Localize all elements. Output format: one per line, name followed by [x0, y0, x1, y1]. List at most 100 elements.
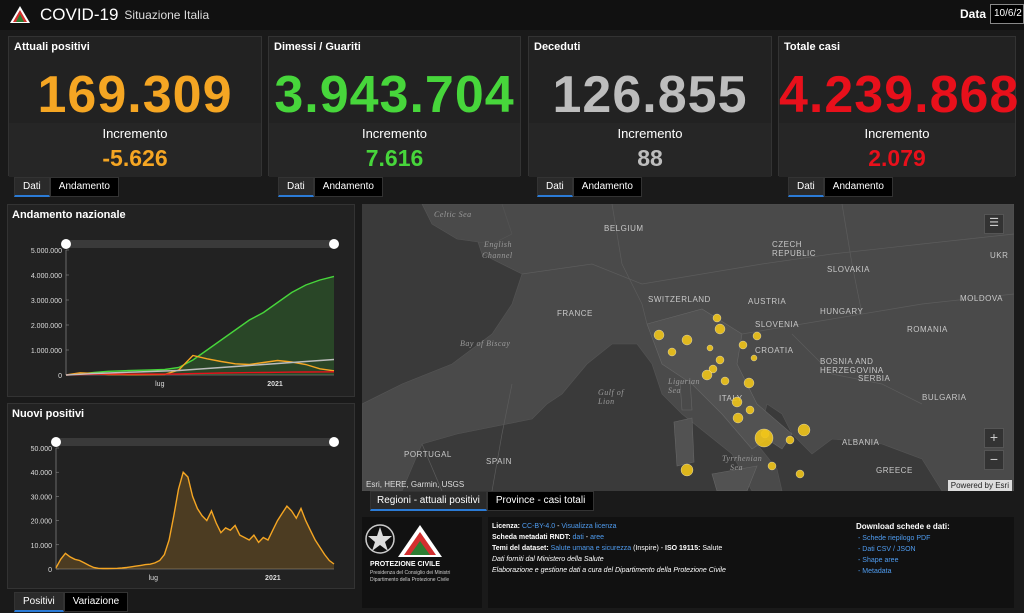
scheda-dati-link[interactable]: dati	[572, 534, 584, 541]
y-tick-label: 0	[48, 567, 52, 574]
tab-andamento[interactable]: Andamento	[313, 177, 383, 197]
iso-value: Salute	[700, 545, 723, 552]
map-label: AUSTRIA	[748, 297, 787, 306]
tab-dati[interactable]: Dati	[278, 177, 314, 197]
y-tick-label: 3.000.000	[31, 298, 62, 305]
card-tabs-totale: Dati Andamento	[788, 177, 893, 197]
series-line	[65, 358, 335, 376]
x-tick-label: 2021	[267, 381, 283, 388]
x-tick-label: lug	[155, 381, 164, 388]
map-label: BOSNIA AND	[820, 357, 874, 366]
map-label: Sea	[668, 386, 682, 395]
footer-logos: PROTEZIONE CIVILE Presidenza del Consigl…	[362, 517, 482, 608]
download-metadata-link[interactable]: - Metadata	[858, 568, 892, 575]
zoom-out-button[interactable]: −	[984, 450, 1004, 470]
x-tick-label: lug	[149, 575, 158, 582]
date-selector[interactable]: 10/6/2	[990, 4, 1024, 24]
tab-andamento[interactable]: Andamento	[823, 177, 893, 197]
licenza-link[interactable]: CC-BY-4.0	[521, 523, 556, 530]
zoom-in-button[interactable]: +	[984, 428, 1004, 448]
scheda-aree-link[interactable]: aree	[590, 534, 605, 541]
region-bubble	[680, 463, 694, 477]
region-bubble	[708, 364, 718, 374]
y-tick-label: 1.000.000	[31, 348, 62, 355]
temi-rest: (Inspire) -	[631, 545, 666, 552]
download-title: Download schede e dati:	[856, 522, 950, 531]
region-bubble	[712, 313, 722, 323]
region-bubble	[797, 423, 811, 437]
tab-dati[interactable]: Dati	[788, 177, 824, 197]
tab-dati[interactable]: Dati	[537, 177, 573, 197]
tab-variazione[interactable]: Variazione	[63, 592, 129, 612]
y-tick-label: 20.000	[31, 519, 53, 526]
card-increment-label: Incremento	[102, 126, 168, 141]
map-label: ROMANIA	[907, 325, 948, 334]
time-slider-handle-left	[61, 239, 71, 249]
tab-positivi[interactable]: Positivi	[14, 592, 64, 612]
region-bubble	[745, 405, 755, 415]
map-label: Gulf of	[598, 388, 624, 397]
y-tick-label: 0	[58, 373, 62, 380]
map-label: Ligurian	[668, 377, 701, 386]
map-label: BULGARIA	[922, 393, 967, 402]
map-label: Tyrrhenian	[722, 454, 763, 463]
time-slider-track	[56, 438, 334, 446]
map-label: ITALY	[719, 394, 743, 403]
tab-andamento[interactable]: Andamento	[49, 177, 119, 197]
legend-list-icon[interactable]: ☰	[984, 214, 1004, 234]
map-label: UKR	[990, 251, 1009, 260]
x-tick-label: 2021	[265, 575, 281, 582]
date-label: Data	[959, 7, 986, 21]
app-subtitle: Situazione Italia	[124, 8, 210, 22]
visualizza-licenza-link[interactable]: Visualizza licenza	[561, 523, 617, 530]
map-label: CZECH	[772, 240, 803, 249]
card-attuali-positivi: Attuali positivi 169.309 Incremento -5.6…	[8, 36, 262, 177]
y-tick-label: 50.000	[31, 446, 53, 453]
panel-title: Nuovi positivi	[12, 408, 85, 420]
map-label: HERZEGOVINA	[820, 366, 884, 375]
y-tick-label: 30.000	[31, 494, 53, 501]
map-bubbles	[653, 313, 811, 479]
map-label: SLOVENIA	[755, 320, 800, 329]
map-tabs: Regioni - attuali positivi Province - ca…	[370, 491, 595, 511]
tab-andamento[interactable]: Andamento	[572, 177, 642, 197]
temi-link[interactable]: Salute umana e sicurezza	[550, 545, 632, 552]
time-slider-handle-right	[329, 239, 339, 249]
map-label: Bay of Biscay	[460, 339, 511, 348]
dati-forniti: Dati forniti dal Ministero della Salute	[492, 556, 604, 563]
region-bubble	[732, 412, 744, 424]
map-label: GREECE	[876, 466, 913, 475]
map-label: HUNGARY	[820, 307, 864, 316]
map-basemap	[362, 204, 1014, 491]
map-label: FRANCE	[557, 309, 593, 318]
card-title: Deceduti	[534, 41, 581, 53]
download-pdf-link[interactable]: - Schede riepilogo PDF	[858, 535, 931, 542]
map-view[interactable]: Celtic Sea BELGIUM CZECH REPUBLIC SLOVAKIA UK…	[362, 204, 1014, 491]
download-csv-link[interactable]: - Dati CSV / JSON	[858, 546, 916, 553]
footer-info: Licenza: CC-BY-4.0 - Visualizza licenza …	[488, 517, 1014, 608]
region-bubble	[752, 331, 762, 341]
sep: -	[555, 523, 562, 530]
sep: -	[583, 534, 591, 541]
map-label: Lion	[598, 397, 615, 406]
card-increment-label: Incremento	[361, 126, 428, 141]
region-bubble	[715, 355, 725, 365]
card-title: Attuali positivi	[14, 41, 90, 53]
map-label: Sea	[730, 463, 744, 472]
app-header: COVID-19 Situazione Italia Data 10/6/2	[0, 0, 1024, 30]
app-title: COVID-19	[40, 5, 119, 24]
y-tick-label: 4.000.000	[31, 273, 62, 280]
card-value: 4.239.868	[779, 66, 1020, 124]
tab-province[interactable]: Province - casi totali	[486, 491, 595, 511]
region-bubble	[667, 347, 677, 357]
map-attribution: Esri, HERE, Garmin, USGS	[366, 480, 465, 489]
map-powered-by[interactable]: Powered by Esri	[947, 480, 1012, 491]
protezione-civile-logo-icon	[10, 6, 30, 23]
download-shape-link[interactable]: - Shape aree	[858, 557, 899, 564]
logo-text-1: PROTEZIONE CIVILE	[370, 561, 441, 568]
card-value: 126.855	[552, 66, 748, 124]
region-bubble	[795, 469, 805, 479]
region-bubble	[738, 340, 748, 350]
tab-regioni[interactable]: Regioni - attuali positivi	[370, 491, 487, 511]
tab-dati[interactable]: Dati	[14, 177, 50, 197]
